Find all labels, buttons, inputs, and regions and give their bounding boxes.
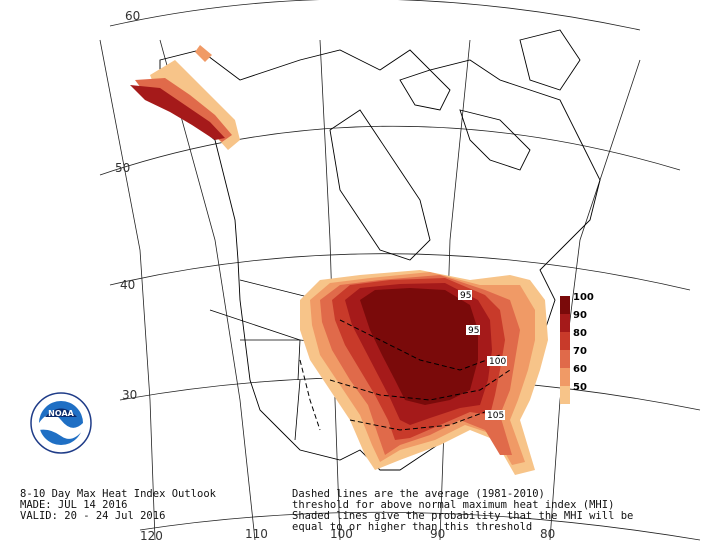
legend-label: 50 (573, 382, 587, 393)
legend-swatch (560, 350, 570, 368)
explanation-line: threshold for above normal maximum heat … (292, 499, 615, 511)
explanation-caption: Dashed lines are the average (1981-2010)… (292, 489, 633, 533)
lon-label: 120 (140, 529, 163, 542)
outlook-caption: 8-10 Day Max Heat Index Outlook MADE: JU… (20, 489, 216, 522)
longitude-labels: 120 110 100 90 80 (140, 527, 555, 542)
valid-dates: VALID: 20 - 24 Jul 2016 (20, 510, 166, 522)
lat-label: 60 (125, 9, 140, 23)
legend-swatch (560, 314, 570, 332)
legend-label: 100 (573, 292, 594, 303)
explanation-line: Dashed lines are the average (1981-2010) (292, 488, 545, 500)
legend-swatch (560, 296, 570, 314)
legend-label: 70 (573, 346, 587, 357)
contour-labels: 95 95 100 105 (458, 290, 507, 421)
lat-label: 40 (120, 278, 135, 292)
lon-label: 80 (540, 527, 555, 541)
legend-label: 80 (573, 328, 587, 339)
contour-label: 100 (489, 357, 506, 367)
legend-swatch (560, 368, 570, 386)
contour-label: 105 (487, 411, 504, 421)
lat-label: 50 (115, 161, 130, 175)
lon-label: 100 (330, 527, 353, 541)
noaa-logo-text: NOAA (48, 409, 74, 418)
legend-swatch (560, 386, 570, 404)
lon-label: 110 (245, 527, 268, 541)
explanation-line: Shaded lines give the probability that t… (292, 510, 634, 522)
lat-label: 30 (122, 388, 137, 402)
latitude-labels: 60 50 40 30 (115, 9, 140, 402)
legend-swatch (560, 332, 570, 350)
legend-label: 90 (573, 310, 587, 321)
probability-legend: 100 90 80 70 60 50 (560, 292, 610, 406)
outlook-title: 8-10 Day Max Heat Index Outlook (20, 488, 216, 500)
lon-label: 90 (430, 527, 445, 541)
noaa-logo-icon: NOAA (30, 392, 92, 454)
legend-label: 60 (573, 364, 587, 375)
average-threshold-lines (299, 319, 511, 431)
us-heat-shading (300, 270, 548, 475)
contour-label: 95 (468, 326, 479, 336)
pacific-nw-shading (130, 45, 240, 150)
made-date: MADE: JUL 14 2016 (20, 499, 128, 511)
explanation-line: equal to or higher than this threshold (292, 521, 533, 533)
contour-label: 95 (460, 291, 471, 301)
